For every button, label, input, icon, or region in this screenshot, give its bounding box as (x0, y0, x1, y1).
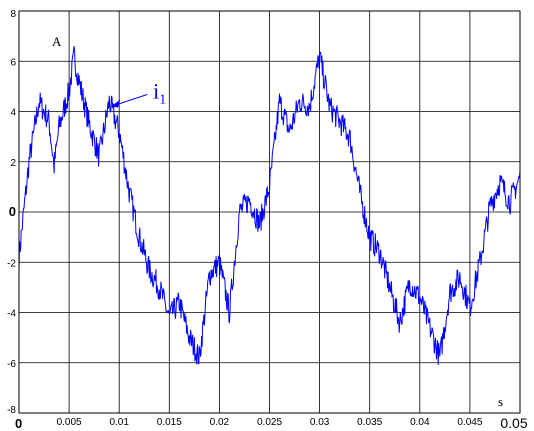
y-tick-label: -2 (7, 258, 16, 269)
y-tick-label: 6 (10, 57, 16, 68)
x-tick-label: 0.035 (357, 417, 382, 428)
y-tick-label: 4 (10, 108, 16, 119)
x-tick-label: 0.05 (500, 415, 527, 431)
series-annotation: i1 (111, 78, 166, 108)
x-tick-label: 0.03 (310, 417, 330, 428)
y-tick-label: 8 (10, 9, 16, 20)
annotation-arrow-head (111, 99, 121, 108)
y-tick-label: 2 (10, 158, 16, 169)
x-tick-label: 0 (15, 416, 22, 431)
series-line (18, 45, 521, 366)
plot-frame (18, 10, 521, 414)
series-layer (18, 45, 521, 366)
x-tick-label: 0.045 (457, 417, 482, 428)
annotation-label-main: i (153, 78, 159, 103)
y-tick-label: -6 (7, 359, 16, 370)
x-tick-label: 0.01 (109, 417, 129, 428)
annotation-arrow-line (117, 94, 148, 105)
x-axis-unit-label: s (498, 394, 503, 409)
annotation-label: i1 (153, 78, 166, 107)
y-tick-label: 0 (9, 204, 16, 219)
annotation-label-subscript: 1 (159, 92, 166, 107)
y-tick-label: -8 (7, 405, 16, 416)
y-tick-label: -4 (7, 309, 16, 320)
grid (19, 11, 520, 413)
y-axis-unit-label: A (52, 34, 62, 49)
x-tick-label: 0.005 (57, 417, 82, 428)
x-tick-label: 0.015 (157, 417, 182, 428)
x-tick-label: 0.025 (257, 417, 282, 428)
x-tick-label: 0.04 (410, 417, 430, 428)
x-tick-label: 0.02 (210, 417, 230, 428)
tick-labels: -8 -6 -4 -2 0 2 4 6 8 0 0.005 0.01 0.015 0.02 0.025 0.0… (7, 9, 528, 431)
